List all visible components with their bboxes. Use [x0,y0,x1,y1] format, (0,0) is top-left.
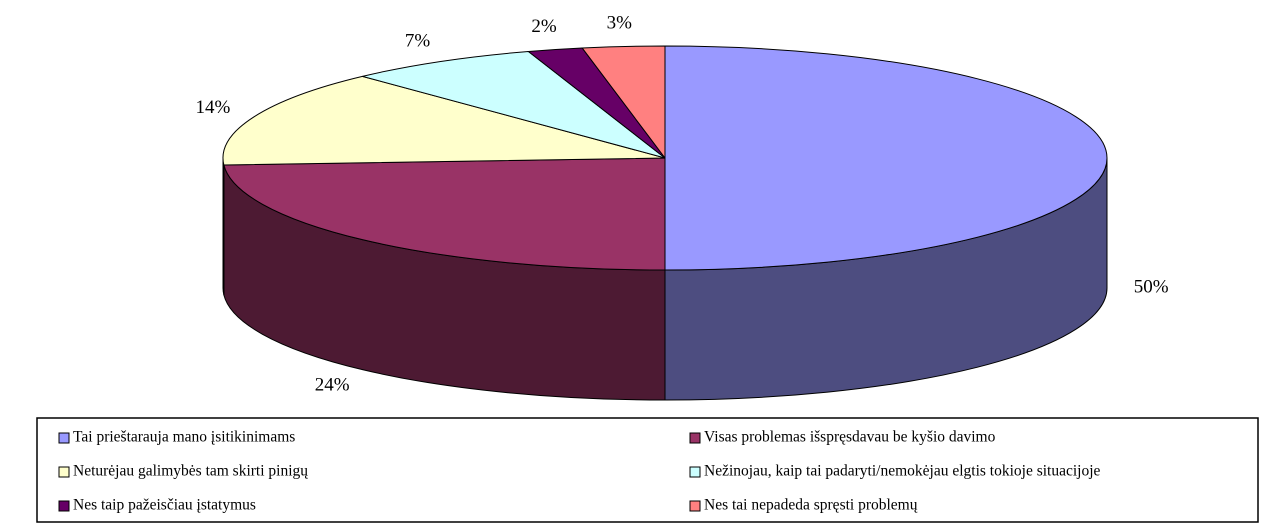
legend-swatch [58,432,70,444]
pie-slice [362,50,666,159]
legend-label: Nežinojau, kaip tai padaryti/nemokėjau e… [704,463,1101,480]
legend-label: Nes taip pažeisčiau įstatymus [73,497,256,514]
legend-swatch [689,500,701,512]
pie-slice [581,45,666,160]
data-label: 2% [531,16,557,37]
legend-label: Neturėjau galimybės tam skirti pinigų [73,463,308,480]
data-label: 14% [196,97,231,118]
data-label: 7% [405,31,431,52]
legend-swatch [689,432,701,444]
pie-slice [664,45,1108,271]
legend-label: Visas problemas išspręsdavau be kyšio da… [704,429,996,446]
data-label: 3% [607,13,633,34]
pie-side [222,157,225,296]
data-label: 50% [1134,276,1169,297]
pie-slice [223,157,666,271]
data-label: 24% [315,374,350,395]
legend-swatch [689,466,701,478]
legend-swatch [58,500,70,512]
legend-box [36,417,1259,523]
legend-label: Nes tai nepadeda spręsti problemų [704,497,918,514]
legend-swatch [58,466,70,478]
legend-label: Tai prieštarauja mano įsitikinimams [73,429,295,446]
pie-slice [222,75,666,166]
